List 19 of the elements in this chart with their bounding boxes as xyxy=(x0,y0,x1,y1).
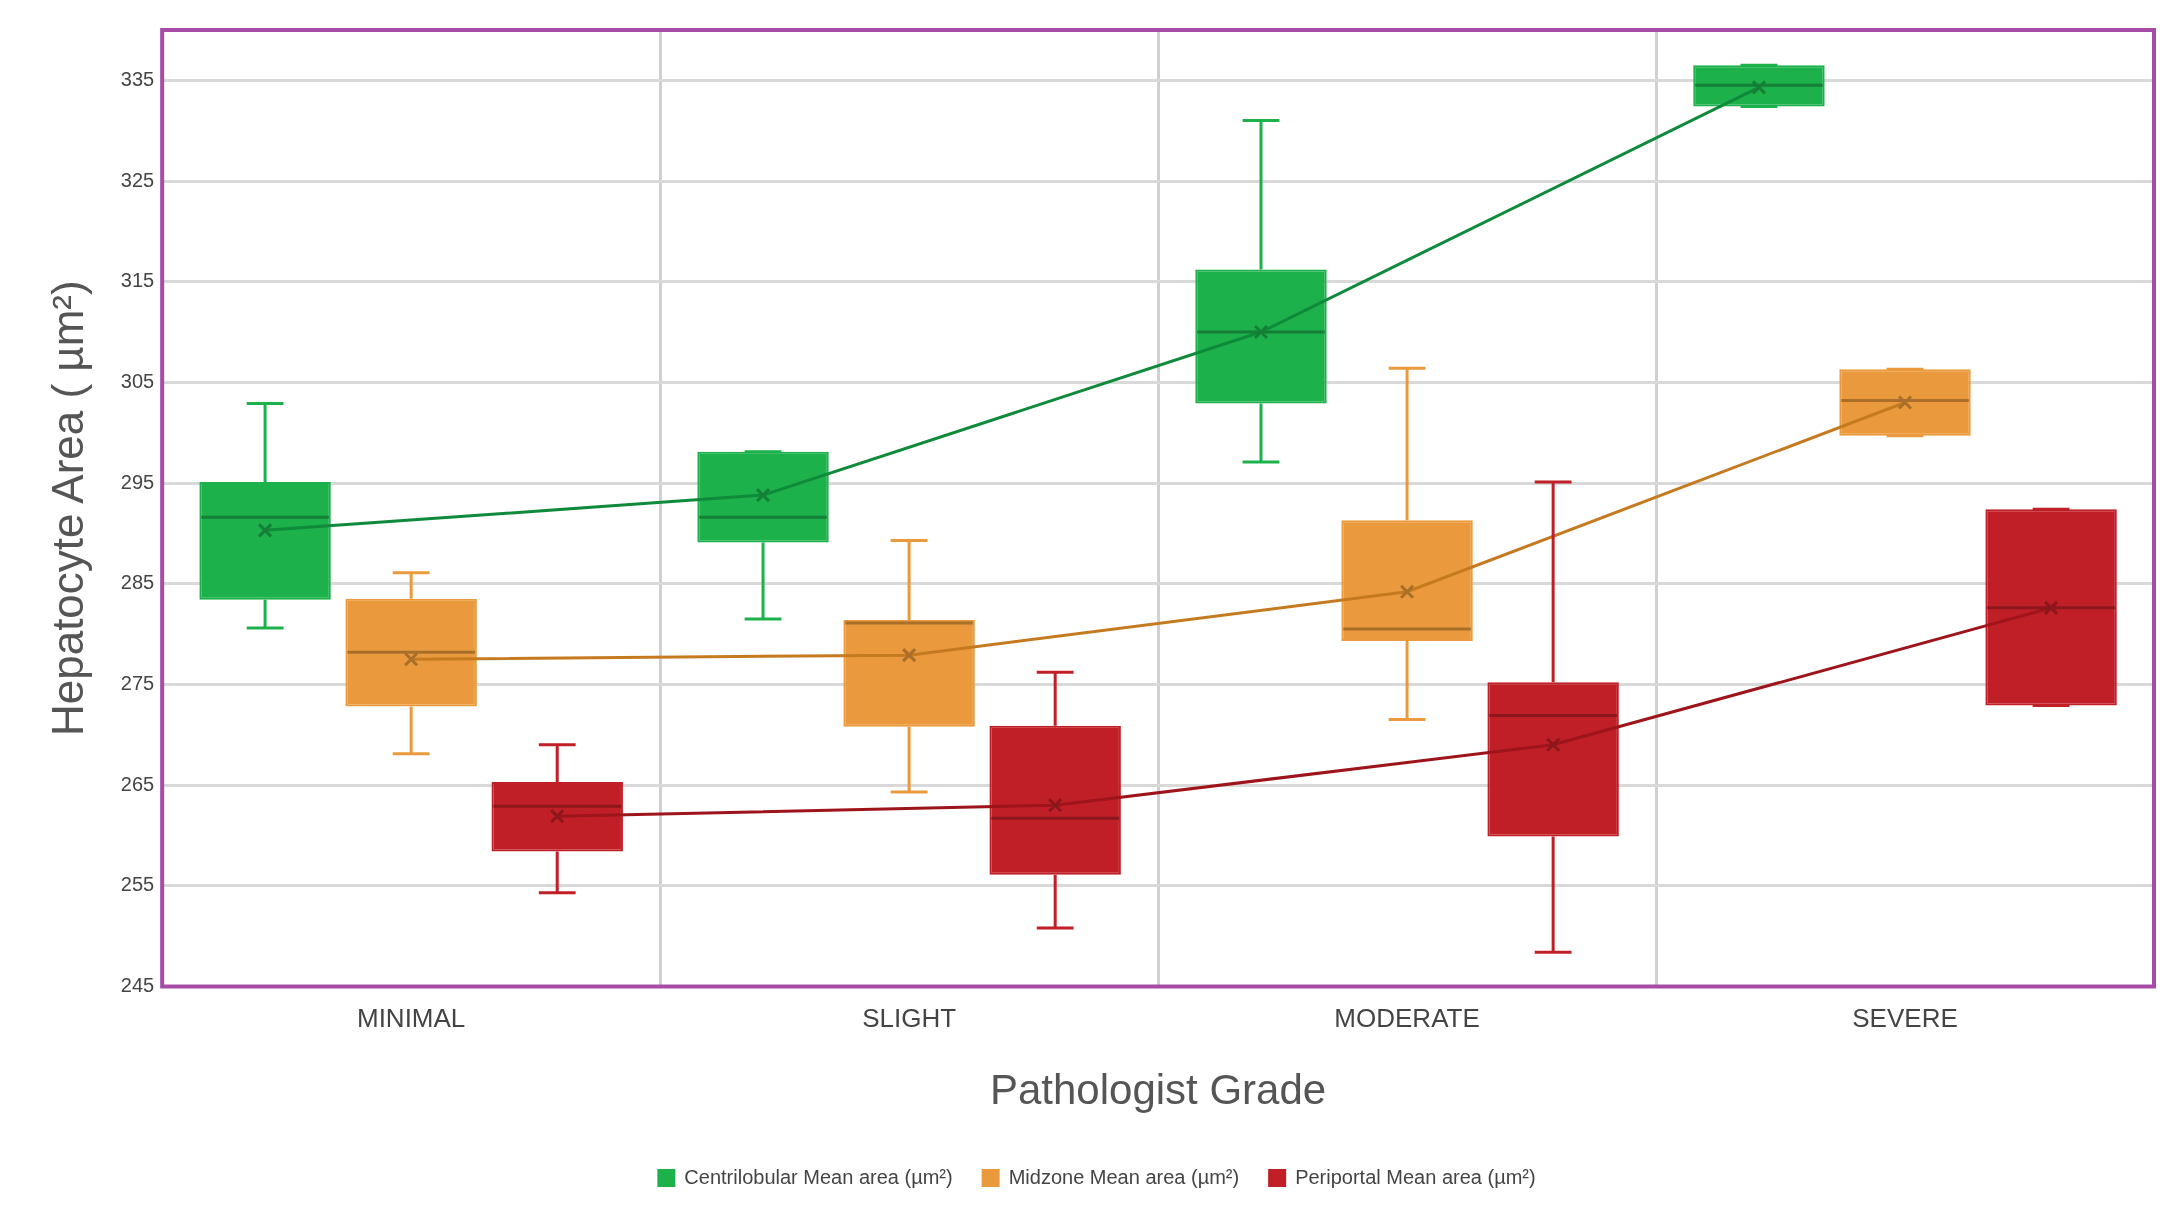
y-tick-label: 265 xyxy=(120,772,155,795)
y-tick-label: 295 xyxy=(120,470,155,493)
x-tick-label: MODERATE xyxy=(1334,1003,1480,1034)
y-tick-label: 335 xyxy=(120,67,155,90)
x-axis-title: Pathologist Grade xyxy=(989,1066,1327,1114)
y-tick-label: 305 xyxy=(120,369,155,392)
y-tick-label: 275 xyxy=(120,671,155,694)
y-tick-label: 245 xyxy=(120,973,155,996)
legend-label: Periportal Mean area (µm²) xyxy=(1295,1165,1536,1188)
y-tick-label: 325 xyxy=(120,168,155,191)
legend-label: Centrilobular Mean area (µm²) xyxy=(684,1165,953,1188)
x-tick-label: SEVERE xyxy=(1852,1003,1958,1034)
legend-label: Midzone Mean area (µm²) xyxy=(1008,1165,1240,1188)
x-tick-label: SLIGHT xyxy=(862,1003,957,1034)
y-axis-title: Hepatocyte Area ( µm²) xyxy=(42,280,92,737)
y-tick-label: 285 xyxy=(120,571,155,594)
y-tick-label: 315 xyxy=(120,269,155,292)
y-tick-label: 255 xyxy=(120,873,155,896)
x-tick-label: MINIMAL xyxy=(356,1003,466,1034)
